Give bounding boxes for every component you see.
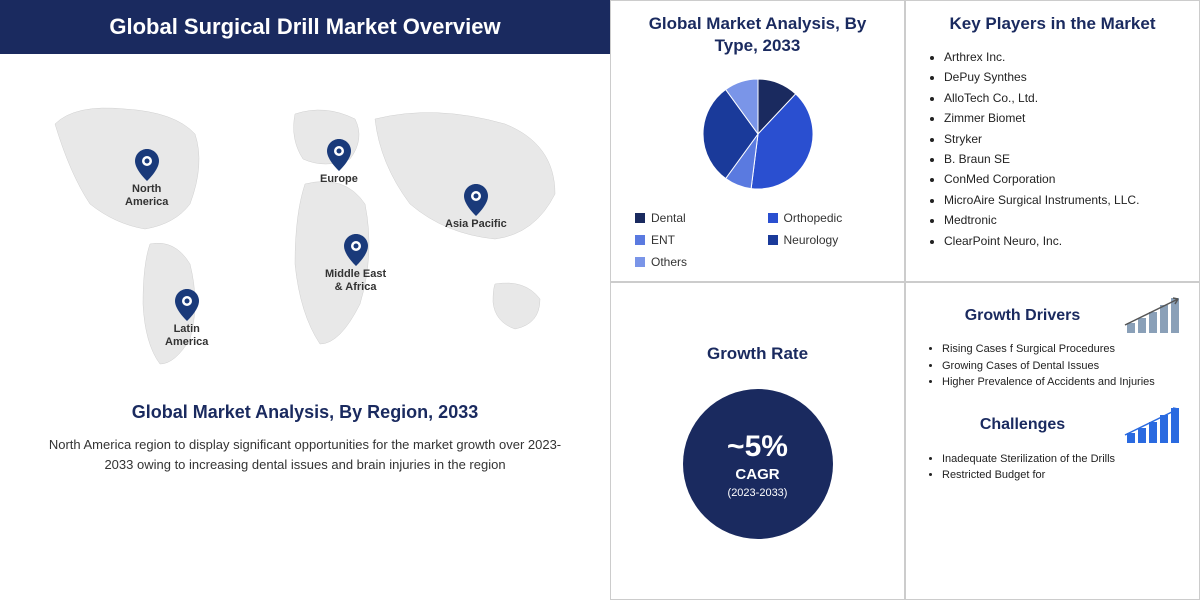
driver-item: Growing Cases of Dental Issues bbox=[942, 358, 1183, 375]
player-item: DePuy Synthes bbox=[944, 67, 1183, 87]
legend-label: Neurology bbox=[784, 233, 839, 247]
pie-chart bbox=[693, 69, 823, 199]
legend-swatch bbox=[635, 257, 645, 267]
challenges-list: Inadequate Sterilization of the DrillsRe… bbox=[922, 451, 1183, 484]
challenge-item: Restricted Budget for bbox=[942, 467, 1183, 484]
legend-label: Orthopedic bbox=[784, 211, 843, 225]
player-item: AlloTech Co., Ltd. bbox=[944, 88, 1183, 108]
map-pin-icon bbox=[344, 234, 368, 266]
challenges-head: Challenges bbox=[922, 405, 1183, 445]
challenge-bars-icon bbox=[1123, 405, 1183, 445]
legend-label: ENT bbox=[651, 233, 675, 247]
map-container: NorthAmerica LatinAmerica Europe Middle … bbox=[0, 54, 610, 600]
drivers-list: Rising Cases f Surgical ProceduresGrowin… bbox=[922, 341, 1183, 391]
region-pin: Middle East& Africa bbox=[325, 234, 386, 294]
player-item: Medtronic bbox=[944, 210, 1183, 230]
growth-title: Growth Rate bbox=[707, 343, 808, 365]
map-pin-icon bbox=[327, 139, 351, 171]
players-title: Key Players in the Market bbox=[922, 13, 1183, 35]
page-title: Global Surgical Drill Market Overview bbox=[109, 14, 500, 39]
region-pin: LatinAmerica bbox=[165, 289, 208, 349]
legend-item: Orthopedic bbox=[768, 211, 881, 225]
players-panel: Key Players in the Market Arthrex Inc.De… bbox=[905, 0, 1200, 282]
player-item: ClearPoint Neuro, Inc. bbox=[944, 231, 1183, 251]
right-panel: Global Market Analysis, By Type, 2033 De… bbox=[610, 0, 1200, 600]
legend-swatch bbox=[635, 235, 645, 245]
region-label: Asia Pacific bbox=[445, 218, 507, 231]
region-label: NorthAmerica bbox=[125, 183, 168, 209]
growth-circle: ~5% CAGR (2023-2033) bbox=[683, 389, 833, 539]
map-pin-icon bbox=[464, 184, 488, 216]
legend-label: Others bbox=[651, 255, 687, 269]
players-list: Arthrex Inc.DePuy SynthesAlloTech Co., L… bbox=[922, 47, 1183, 251]
pie-panel: Global Market Analysis, By Type, 2033 De… bbox=[610, 0, 905, 282]
legend-swatch bbox=[635, 213, 645, 223]
player-item: MicroAire Surgical Instruments, LLC. bbox=[944, 190, 1183, 210]
region-pin: Asia Pacific bbox=[445, 184, 507, 231]
legend-label: Dental bbox=[651, 211, 686, 225]
drivers-title: Growth Drivers bbox=[922, 306, 1123, 325]
growth-panel: Growth Rate ~5% CAGR (2023-2033) bbox=[610, 282, 905, 600]
legend-item: ENT bbox=[635, 233, 748, 247]
region-label: LatinAmerica bbox=[165, 323, 208, 349]
player-item: Arthrex Inc. bbox=[944, 47, 1183, 67]
player-item: Zimmer Biomet bbox=[944, 108, 1183, 128]
player-item: Stryker bbox=[944, 129, 1183, 149]
drivers-head: Growth Drivers bbox=[922, 295, 1183, 335]
legend-swatch bbox=[768, 213, 778, 223]
growth-period: (2023-2033) bbox=[728, 487, 788, 499]
region-pin: Europe bbox=[320, 139, 358, 186]
world-map: NorthAmerica LatinAmerica Europe Middle … bbox=[15, 64, 595, 384]
region-label: Europe bbox=[320, 173, 358, 186]
world-map-svg bbox=[15, 64, 595, 384]
drivers-challenges-panel: Growth Drivers Rising Cases f Surgical P… bbox=[905, 282, 1200, 600]
region-pin: NorthAmerica bbox=[125, 149, 168, 209]
region-label: Middle East& Africa bbox=[325, 268, 386, 294]
legend-item: Others bbox=[635, 255, 748, 269]
driver-item: Higher Prevalence of Accidents and Injur… bbox=[942, 374, 1183, 391]
page-title-bar: Global Surgical Drill Market Overview bbox=[0, 0, 610, 54]
growth-cagr-label: CAGR bbox=[735, 466, 779, 483]
challenge-item: Inadequate Sterilization of the Drills bbox=[942, 451, 1183, 468]
growth-bars-icon bbox=[1123, 295, 1183, 335]
region-description: North America region to display signific… bbox=[15, 435, 595, 474]
growth-percent: ~5% bbox=[727, 430, 788, 464]
player-item: B. Braun SE bbox=[944, 149, 1183, 169]
pie-legend: Dental Orthopedic ENT Neurology Others bbox=[627, 211, 888, 269]
map-pin-icon bbox=[175, 289, 199, 321]
driver-item: Rising Cases f Surgical Procedures bbox=[942, 341, 1183, 358]
legend-swatch bbox=[768, 235, 778, 245]
challenges-title: Challenges bbox=[922, 415, 1123, 434]
pie-chart-wrap bbox=[627, 69, 888, 199]
left-panel: Global Surgical Drill Market Overview No… bbox=[0, 0, 610, 600]
legend-item: Neurology bbox=[768, 233, 881, 247]
region-subtitle: Global Market Analysis, By Region, 2033 bbox=[15, 402, 595, 423]
legend-item: Dental bbox=[635, 211, 748, 225]
pie-title: Global Market Analysis, By Type, 2033 bbox=[627, 13, 888, 57]
player-item: ConMed Corporation bbox=[944, 169, 1183, 189]
map-pin-icon bbox=[135, 149, 159, 181]
